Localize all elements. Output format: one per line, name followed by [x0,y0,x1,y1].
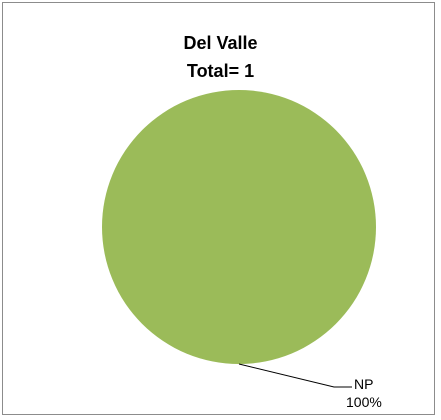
leader-line [238,363,352,388]
chart-subtitle: Total= 1 [186,61,255,81]
pie-slice-np [102,90,376,364]
slice-label: NP [354,376,373,392]
pie-labels: NP 100% [238,363,382,410]
pie-slices [102,90,376,364]
slice-percent-label: 100% [346,394,382,410]
chart-title: Del Valle [183,33,258,53]
